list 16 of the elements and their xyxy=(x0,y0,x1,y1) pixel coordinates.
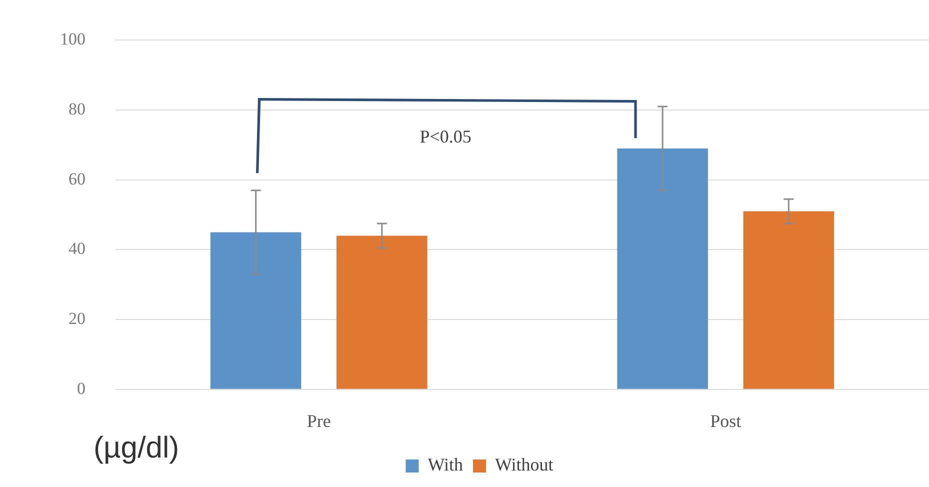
y-tick-label: 100 xyxy=(60,30,86,49)
legend-label: With xyxy=(428,454,464,475)
annotation: P<0.05 xyxy=(420,126,472,147)
bar xyxy=(336,236,428,389)
legend-label: Without xyxy=(495,454,554,475)
y-tick-label: 20 xyxy=(68,309,86,328)
y-tick-label: 40 xyxy=(68,239,86,258)
x-tick-label: Pre xyxy=(306,410,331,431)
text: (µg/dl) xyxy=(94,432,180,465)
x-tick-label: Post xyxy=(710,410,742,431)
y-tick-label: 0 xyxy=(77,378,86,398)
y-tick-label: 80 xyxy=(68,100,86,119)
y-tick-label: 60 xyxy=(68,169,86,188)
bar xyxy=(210,232,302,389)
bar xyxy=(743,211,834,389)
bar xyxy=(617,148,708,389)
